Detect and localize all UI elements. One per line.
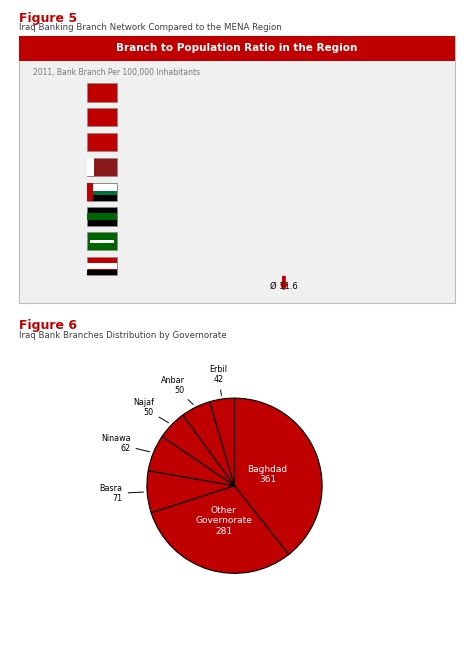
Wedge shape [210, 398, 234, 486]
Wedge shape [148, 436, 234, 486]
Text: 14: 14 [321, 162, 333, 171]
Text: Other
Governorate
281: Other Governorate 281 [196, 506, 252, 536]
Text: Ninawa
62: Ninawa 62 [101, 434, 150, 453]
Bar [122, 85, 387, 100]
Text: Figure 5: Figure 5 [19, 12, 77, 25]
Text: Branch to Population Ratio in the Region: Branch to Population Ratio in the Region [116, 43, 357, 53]
Bar [122, 134, 318, 150]
Text: 14: 14 [321, 138, 333, 147]
Text: Baghdad
361: Baghdad 361 [248, 465, 287, 484]
Text: Basra
71: Basra 71 [99, 484, 144, 503]
Bar [122, 159, 318, 175]
Wedge shape [183, 402, 234, 486]
Text: 6: 6 [209, 237, 215, 246]
Bar [122, 258, 164, 274]
Text: 11: 11 [279, 212, 290, 221]
Text: 19: 19 [391, 88, 402, 97]
Text: 3: 3 [167, 261, 173, 271]
Wedge shape [162, 415, 234, 486]
Wedge shape [147, 471, 234, 512]
Text: 15: 15 [335, 113, 347, 122]
Text: Najaf
50: Najaf 50 [133, 398, 168, 422]
Text: 11: 11 [279, 187, 290, 196]
Wedge shape [151, 486, 289, 573]
Text: Ø 11.6: Ø 11.6 [270, 282, 298, 291]
Text: Iraq Banking Branch Network Compared to the MENA Region: Iraq Banking Branch Network Compared to … [19, 23, 281, 32]
Bar [122, 110, 332, 125]
Wedge shape [234, 398, 322, 554]
Text: Erbil
42: Erbil 42 [210, 365, 227, 395]
Bar [122, 209, 275, 224]
Bar [122, 184, 275, 200]
Bar [122, 233, 206, 249]
Text: Anbar
50: Anbar 50 [161, 376, 193, 404]
Text: 2011, Bank Branch Per 100,000 Inhabitants: 2011, Bank Branch Per 100,000 Inhabitant… [33, 68, 200, 78]
Text: Figure 6: Figure 6 [19, 319, 77, 333]
Text: Iraq Bank Branches Distribution by Governorate: Iraq Bank Branches Distribution by Gover… [19, 331, 227, 340]
